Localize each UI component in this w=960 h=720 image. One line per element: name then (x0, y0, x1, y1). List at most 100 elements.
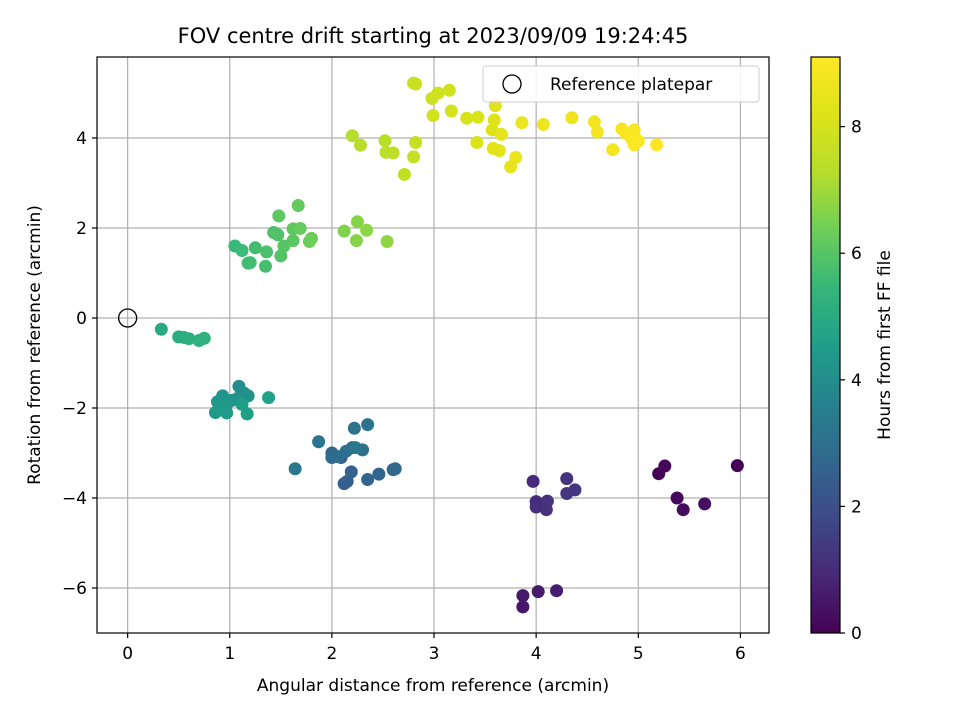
scatter-point (407, 150, 421, 164)
y-tick-label: 0 (76, 309, 87, 329)
scatter-point (471, 110, 485, 124)
scatter-point (676, 503, 690, 517)
scatter-point (526, 474, 540, 488)
y-axis-ticks: −6 −4 −2 0 2 4 (62, 129, 97, 599)
scatter-point (386, 146, 400, 160)
colorbar-tick-label: 6 (851, 244, 862, 264)
scatter-point (444, 104, 458, 118)
legend-label: Reference platepar (550, 75, 712, 95)
scatter-point (348, 441, 362, 455)
scatter-point (397, 167, 411, 181)
scatter-point (293, 221, 307, 235)
y-tick-label: 4 (76, 129, 87, 149)
x-tick-label: 2 (326, 644, 337, 664)
scatter-point (650, 138, 664, 152)
scatter-point (286, 234, 300, 248)
scatter-point (312, 435, 326, 449)
scatter-point (560, 472, 574, 486)
scatter-point (349, 234, 363, 248)
x-tick-label: 1 (224, 644, 235, 664)
scatter-point (360, 223, 374, 237)
x-tick-label: 5 (633, 644, 644, 664)
scatter-point (536, 118, 550, 131)
colorbar-ticks: 0 2 4 6 8 (840, 118, 862, 644)
colorbar-tick-label: 0 (851, 624, 862, 644)
legend: Reference platepar (482, 65, 760, 103)
scatter-point (353, 138, 367, 152)
axes-background (97, 57, 769, 633)
y-tick-label: −2 (62, 399, 87, 419)
scatter-point (492, 144, 506, 158)
scatter-point (361, 418, 375, 432)
scatter-point (182, 332, 196, 346)
scatter-point (409, 77, 423, 91)
scatter-point (288, 462, 302, 476)
scatter-point (670, 491, 684, 505)
scatter-point (337, 224, 351, 238)
x-axis-ticks: 0 1 2 3 4 5 6 (122, 633, 746, 664)
scatter-point (361, 473, 375, 487)
scatter-point (487, 113, 501, 127)
scatter-point (304, 231, 318, 245)
scatter-point (550, 584, 564, 598)
scatter-point (442, 83, 456, 97)
scatter-point (516, 589, 530, 603)
y-axis-label: Rotation from reference (arcmin) (25, 205, 45, 485)
scatter-point (350, 215, 364, 229)
scatter-point (460, 111, 474, 125)
scatter-point (243, 256, 257, 270)
scatter-point (426, 109, 440, 122)
scatter-point (531, 585, 545, 599)
scatter-point (347, 421, 361, 435)
y-tick-label: −6 (62, 579, 87, 599)
scatter-point (259, 259, 273, 273)
y-tick-label: 2 (76, 219, 87, 239)
x-tick-label: 6 (735, 644, 746, 664)
scatter-point (154, 322, 168, 336)
scatter-point (730, 459, 744, 473)
scatter-point (509, 150, 523, 164)
scatter-point (470, 136, 484, 149)
legend-box (482, 65, 760, 103)
scatter-point (409, 136, 423, 149)
x-axis-label: Angular distance from reference (arcmin) (257, 676, 609, 696)
scatter-point (494, 127, 508, 141)
scatter-point (658, 459, 672, 473)
scatter-point (631, 134, 645, 148)
colorbar: 0 2 4 6 8 Hours from first FF file (810, 56, 895, 644)
scatter-point (240, 407, 254, 421)
scatter-point (388, 462, 402, 476)
scatter-point (344, 465, 358, 479)
reference-platepar-marker (117, 308, 138, 328)
scatter-point (274, 249, 288, 263)
scatter-point (197, 331, 211, 345)
scatter-point (431, 86, 445, 100)
colorbar-tick-label: 2 (851, 497, 862, 517)
scatter-point (606, 143, 620, 157)
scatter-point (378, 134, 392, 148)
x-tick-label: 4 (531, 644, 542, 664)
scatter-point (248, 241, 262, 255)
colorbar-gradient (810, 56, 841, 634)
legend-reference-marker (502, 74, 522, 94)
scatter-point (587, 115, 601, 129)
grid (97, 57, 769, 633)
colorbar-tick-label: 4 (851, 371, 862, 391)
y-tick-label: −4 (62, 489, 87, 509)
colorbar-label: Hours from first FF file (875, 250, 895, 440)
chart-title: FOV centre drift starting at 2023/09/09 … (178, 24, 689, 48)
scatter-point (272, 209, 286, 223)
scatter-point (515, 116, 529, 130)
scatter-point (540, 494, 554, 508)
scatter-point (565, 111, 579, 125)
scatter-point (529, 500, 543, 514)
plot-area: 0 1 2 3 4 5 6 −6 −4 −2 0 2 4 (62, 56, 770, 664)
scatter-point (291, 199, 305, 212)
scatter-point (380, 235, 394, 248)
scatter-point (235, 244, 249, 257)
scatter-point (590, 125, 604, 139)
scatter-point (568, 483, 582, 497)
scatter-point (516, 600, 530, 614)
x-tick-label: 3 (429, 644, 440, 664)
